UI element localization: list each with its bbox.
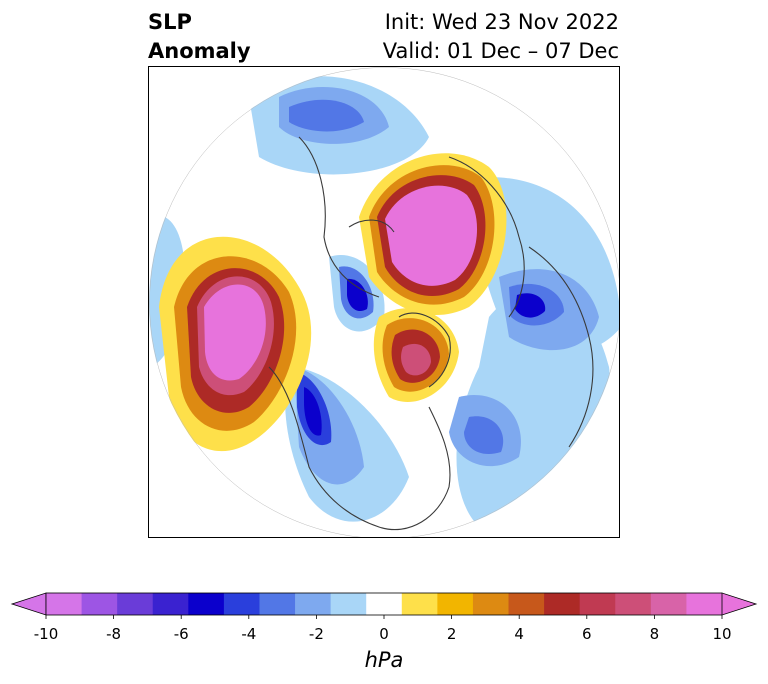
forecast-dates: Init: Wed 23 Nov 2022 Valid: 01 Dec – 07… [383,8,619,66]
colorbar-swatch [46,593,83,615]
valid-date: Valid: 01 Dec – 07 Dec [382,39,619,63]
colorbar-tick-label: 0 [379,625,389,643]
colorbar-swatch [152,593,189,615]
colorbar-tick-label: -4 [241,625,257,643]
negative-anomaly-region [304,387,322,436]
colorbar-units: hPa [364,648,404,672]
colorbar-swatch [686,593,723,615]
colorbar-swatch [650,593,687,615]
init-date: Init: Wed 23 Nov 2022 [384,10,619,34]
colorbar-swatch [223,593,260,615]
colorbar-swatch [117,593,154,615]
negative-anomaly-region [515,293,546,318]
map-plot [149,67,619,537]
coastline [398,312,451,388]
chart-title: SLP Anomaly [148,8,251,66]
colorbar-tick-label: 6 [582,625,592,643]
colorbar-swatch [508,593,545,615]
colorbar-swatch [81,593,118,615]
colorbar-tick-label: 2 [446,625,457,643]
colorbar-swatch [615,593,652,615]
negative-anomaly-region [289,99,364,132]
colorbar [0,580,768,630]
positive-anomaly-region [401,343,431,376]
colorbar-tick-label: -6 [173,625,189,643]
colorbar-swatch [472,593,510,615]
colorbar-swatch [188,593,225,615]
negative-anomaly-region [347,278,368,312]
coastlines [268,136,594,531]
colorbar-tick-label: -10 [33,625,59,643]
colorbar-tick-label: -8 [106,625,122,643]
anomaly-fields [149,67,619,537]
colorbar-tick-label: 4 [514,625,524,643]
colorbar-swatch [295,593,332,615]
colorbar-tick-label: 10 [712,625,732,643]
colorbar-swatch [401,593,438,615]
title-line2: Anomaly [148,39,251,63]
coastline [298,136,380,298]
colorbar-tick-label: -2 [308,625,324,643]
coastline [348,219,395,233]
colorbar-swatch [544,593,581,615]
coastline [528,246,594,448]
title-line1: SLP [148,10,192,34]
colorbar-tick-label: 8 [649,625,660,643]
colorbar-swatch [579,593,616,615]
colorbar-swatch [437,593,474,615]
coastline [268,366,451,531]
colorbar-swatch [330,593,367,615]
positive-anomaly-region [385,185,478,286]
colorbar-swatch [366,593,403,615]
colorbar-extend-high [721,592,758,616]
colorbar-graphic [10,592,758,619]
positive-anomaly-region [204,284,266,381]
colorbar-swatch [259,593,296,615]
colorbar-extend-low [10,592,47,616]
coastline [448,156,525,318]
map-boundary [149,67,619,537]
slp-anomaly-map [148,66,620,538]
negative-anomaly-region [464,416,504,455]
